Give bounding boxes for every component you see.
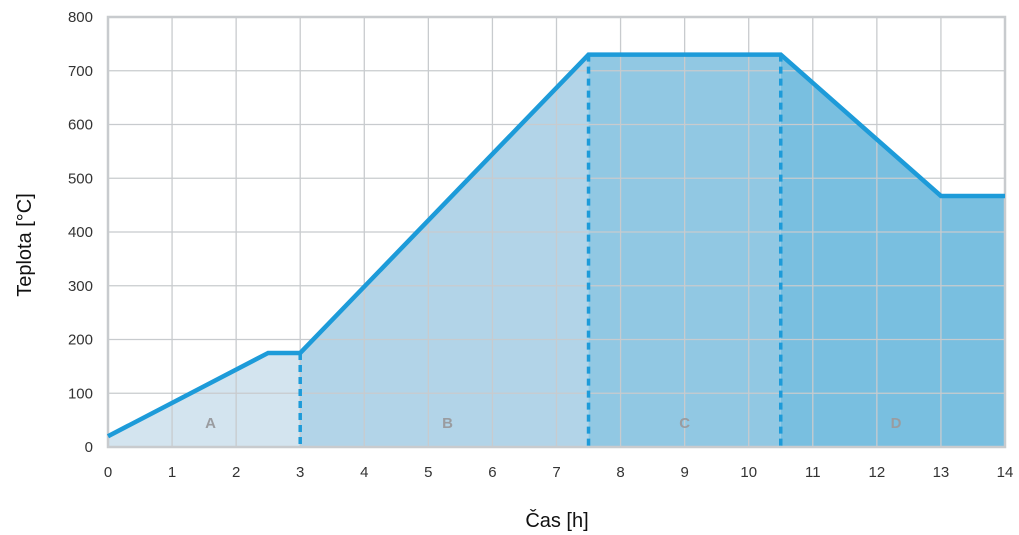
phase-fills bbox=[108, 54, 1005, 447]
x-tick-label: 9 bbox=[680, 464, 688, 481]
y-tick-label: 100 bbox=[68, 385, 93, 402]
x-tick-label: 1 bbox=[168, 464, 176, 481]
x-tick-label: 0 bbox=[104, 464, 112, 481]
x-tick-label: 11 bbox=[805, 464, 821, 481]
phase-label-a: A bbox=[205, 415, 216, 432]
x-axis-tick-labels: 0 1 2 3 4 5 6 7 8 9 10 11 12 13 14 bbox=[104, 464, 1014, 481]
phase-label-d: D bbox=[891, 415, 902, 432]
x-tick-label: 5 bbox=[424, 464, 432, 481]
y-axis-tick-labels: 0 100 200 300 400 500 600 700 800 bbox=[68, 9, 93, 456]
phase-area-d bbox=[780, 54, 1005, 447]
y-tick-label: 700 bbox=[68, 63, 93, 80]
y-tick-label: 0 bbox=[85, 439, 93, 456]
phase-area-a bbox=[108, 352, 301, 447]
x-tick-label: 8 bbox=[616, 464, 624, 481]
x-tick-label: 7 bbox=[552, 464, 560, 481]
x-tick-label: 2 bbox=[232, 464, 240, 481]
x-tick-label: 6 bbox=[488, 464, 496, 481]
plot-frame bbox=[106, 15, 1007, 449]
phase-boundaries bbox=[298, 54, 783, 447]
temperature-line bbox=[106, 52, 1005, 439]
y-tick-label: 300 bbox=[68, 278, 93, 295]
phase-labels: A B C D bbox=[205, 415, 902, 432]
phase-label-b: B bbox=[442, 415, 453, 432]
x-tick-label: 4 bbox=[360, 464, 368, 481]
x-tick-label: 13 bbox=[933, 464, 950, 481]
y-axis-title: Teplota [°C] bbox=[14, 193, 36, 297]
x-tick-label: 3 bbox=[296, 464, 304, 481]
y-tick-label: 200 bbox=[68, 332, 93, 349]
x-axis-title: Čas [h] bbox=[525, 509, 588, 532]
x-tick-label: 12 bbox=[869, 464, 886, 481]
phase-area-b bbox=[300, 54, 589, 447]
grid-lines bbox=[106, 15, 1007, 449]
x-tick-label: 10 bbox=[740, 464, 757, 481]
y-tick-label: 400 bbox=[68, 224, 93, 241]
temperature-line-layer bbox=[106, 52, 1005, 439]
phase-label-c: C bbox=[679, 415, 690, 432]
x-tick-label: 14 bbox=[997, 464, 1014, 481]
y-tick-label: 800 bbox=[68, 9, 93, 26]
y-tick-label: 600 bbox=[68, 117, 93, 134]
y-tick-label: 500 bbox=[68, 170, 93, 187]
